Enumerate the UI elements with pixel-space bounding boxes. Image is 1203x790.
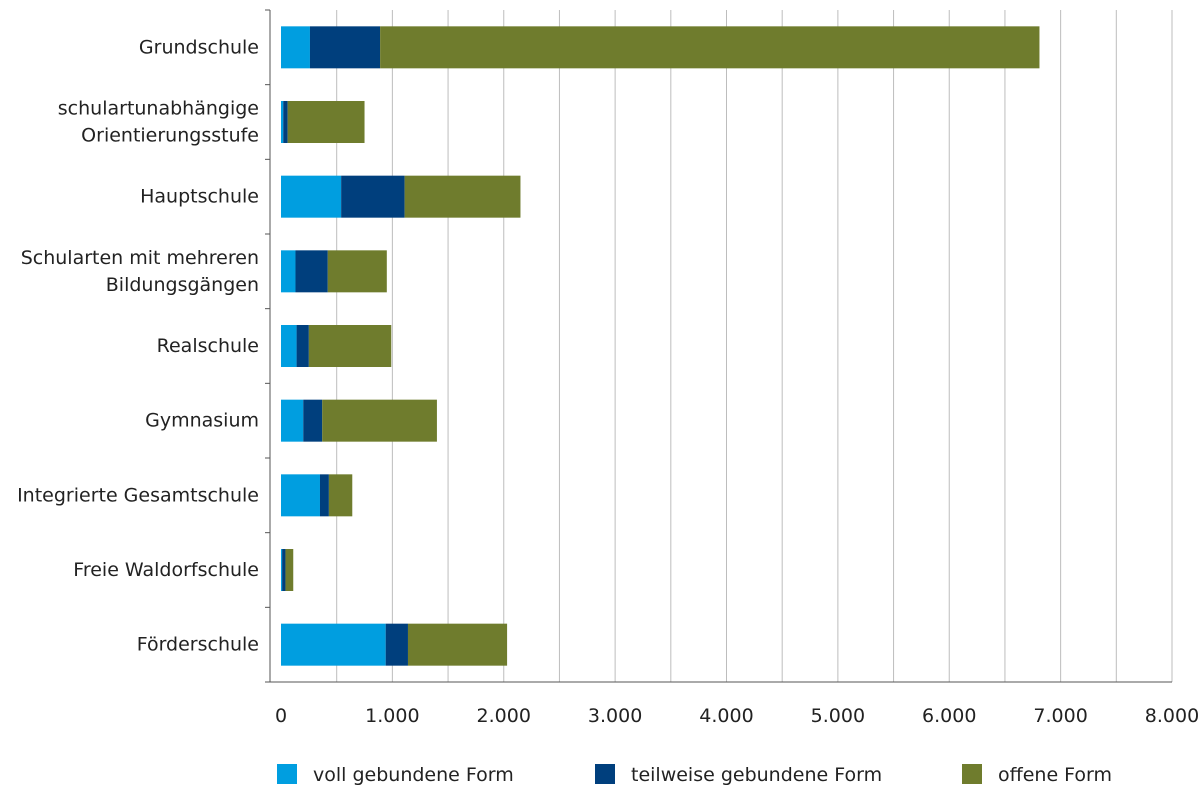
bar-segment [285, 549, 294, 591]
bar-segment [282, 549, 286, 591]
legend-item: teilweise gebundene Form [595, 764, 882, 786]
legend-item: voll gebundene Form [277, 764, 514, 786]
bar-segment [281, 474, 320, 517]
grid [336, 10, 1173, 682]
x-tick-label: 6.000 [922, 705, 976, 727]
bar-segment [341, 175, 405, 218]
bar-segment [281, 623, 386, 666]
bar-segment [295, 250, 328, 293]
legend: voll gebundene Form teilweise gebundene F… [277, 764, 1112, 786]
bar-segment [281, 549, 283, 591]
x-tick-label: 0 [275, 705, 287, 727]
bar-segment [404, 175, 521, 218]
category-label: Freie Waldorfschule [73, 559, 259, 581]
bar-segment [281, 101, 284, 143]
bar-segment [327, 250, 387, 293]
x-tick-label: 3.000 [588, 705, 642, 727]
category-label: Hauptschule [140, 186, 259, 208]
legend-item: offene Form [962, 764, 1112, 786]
bars [281, 26, 1040, 666]
category-label: Integrierte Gesamtschule [17, 484, 259, 506]
bar-segment [283, 101, 288, 143]
legend-swatch [962, 764, 982, 784]
legend-label: voll gebundene Form [313, 764, 514, 786]
bar-segment [407, 623, 508, 666]
category-label: Realschule [157, 335, 259, 357]
legend-label: teilweise gebundene Form [631, 764, 882, 786]
category-label: Grundschule [139, 36, 259, 58]
bar-segment [281, 26, 310, 69]
x-tick-label: 1.000 [365, 705, 419, 727]
bar-segment [380, 26, 1040, 69]
legend-swatch [277, 764, 297, 784]
category-label: Orientierungsstufe [81, 125, 259, 147]
x-tick-labels: 0 1.000 2.000 3.000 4.000 5.000 6.000 7.000 8.00… [275, 705, 1199, 727]
axes [265, 9, 1172, 683]
category-label: Bildungsgängen [106, 274, 259, 296]
bar-segment [303, 399, 323, 442]
x-tick-label: 8.000 [1145, 705, 1199, 727]
bar-segment [322, 399, 437, 442]
legend-swatch [595, 764, 615, 784]
bar-segment [281, 250, 296, 293]
bar-segment [281, 175, 342, 218]
bar-segment [281, 325, 297, 367]
category-label: Förderschule [137, 634, 259, 656]
bar-segment [287, 101, 365, 143]
category-label: Gymnasium [145, 410, 259, 432]
x-tick-label: 2.000 [477, 705, 531, 727]
category-label: schulartunabhängige [58, 98, 259, 120]
x-tick-label: 4.000 [699, 705, 753, 727]
bar-segment [308, 325, 392, 367]
bar-segment [281, 399, 304, 442]
x-tick-label: 5.000 [811, 705, 865, 727]
bar-segment [309, 26, 381, 69]
x-tick-label: 7.000 [1033, 705, 1087, 727]
bar-segment [296, 325, 309, 367]
bar-segment [328, 474, 353, 517]
bar-segment [385, 623, 408, 666]
category-label: Schularten mit mehreren [21, 247, 259, 269]
legend-label: offene Form [998, 764, 1112, 786]
category-labels: Grundschule schulartunabhängige Orientieru… [17, 36, 259, 655]
bar-segment [319, 474, 329, 517]
